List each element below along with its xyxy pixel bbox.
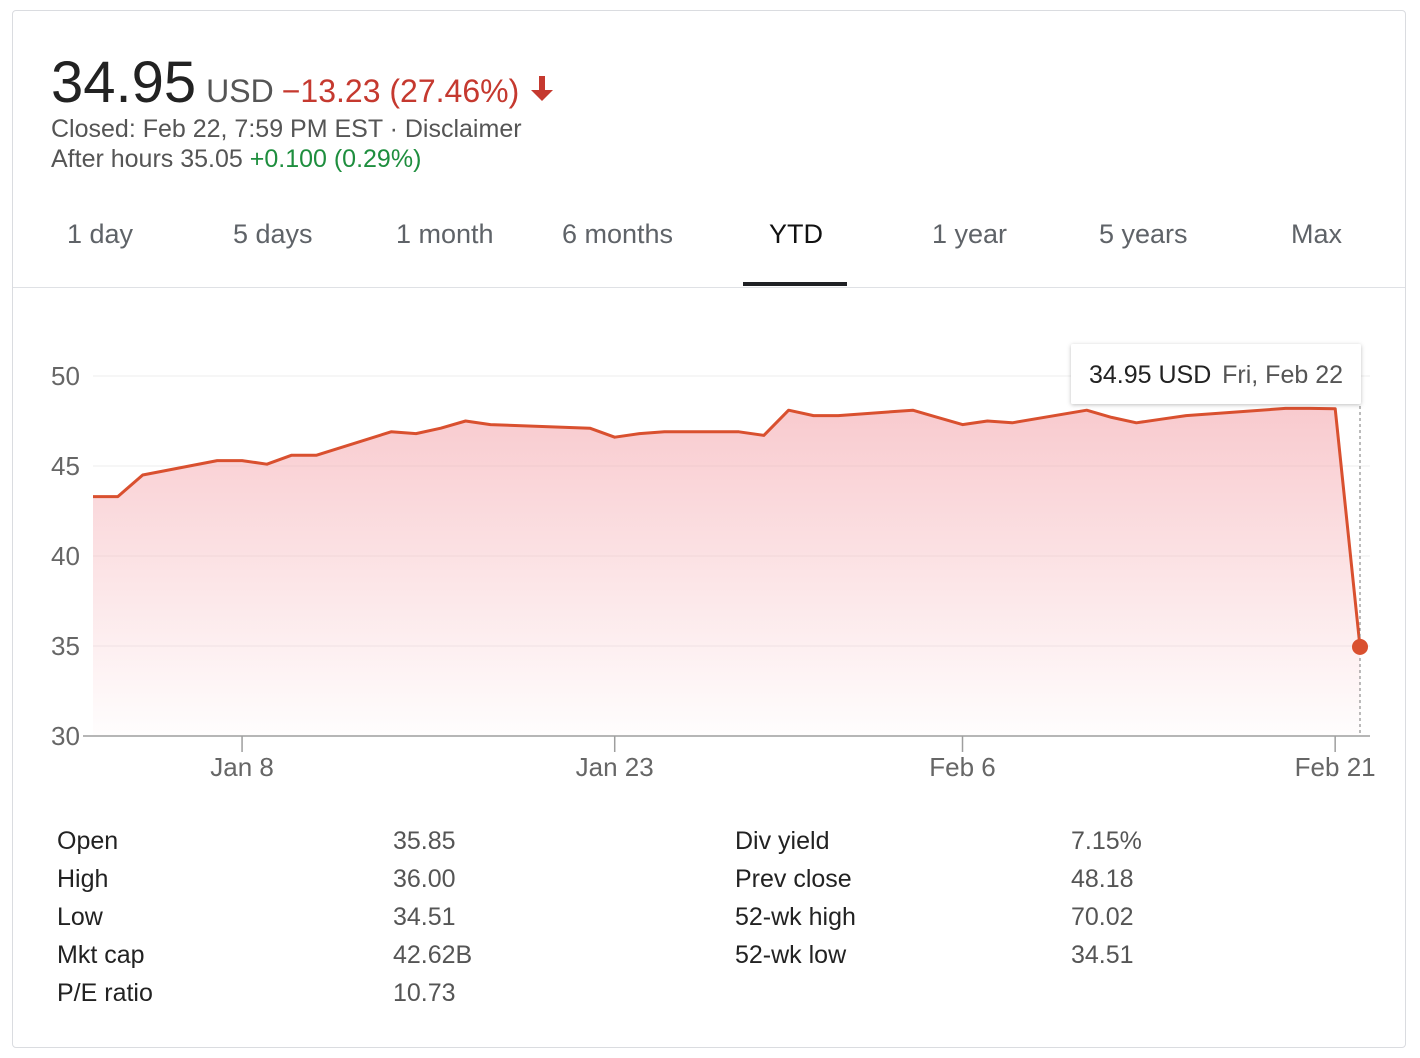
current-price: 34.95: [51, 50, 197, 115]
closed-timestamp: Closed: Feb 22, 7:59 PM EST · Disclaimer: [51, 115, 522, 143]
stat-mkt-cap: Mkt cap: [57, 941, 145, 969]
stat-div-yield-value: 7.15%: [1071, 827, 1142, 855]
price-tooltip: 34.95 USD Fri, Feb 22: [1071, 344, 1361, 404]
tooltip-box: [1071, 344, 1361, 404]
stat-div-yield: Div yield: [735, 827, 830, 855]
tab-1-day[interactable]: 1 day: [67, 219, 134, 249]
range-tabs: 1 day 5 days 1 month 6 months YTD 1 year…: [13, 207, 1405, 288]
currency-code: USD: [206, 73, 274, 109]
stat-mkt-cap-value: 42.62B: [393, 941, 473, 969]
x-tick-label: Jan 8: [210, 752, 274, 782]
tab-1-month[interactable]: 1 month: [396, 219, 494, 249]
price-change: −13.23 (27.46%): [281, 73, 520, 109]
tab-6-months[interactable]: 6 months: [562, 219, 674, 249]
stat-52wk-low-value: 34.51: [1071, 941, 1134, 969]
stat-open-value: 35.85: [393, 827, 456, 855]
tab-5-years[interactable]: 5 years: [1099, 219, 1188, 249]
stat-52wk-low: 52-wk low: [735, 941, 847, 969]
price-line: [93, 406, 1362, 648]
stat-high: High: [57, 865, 109, 893]
tab-1-year[interactable]: 1 year: [932, 219, 1008, 249]
y-tick-label: 35: [51, 631, 80, 661]
y-tick-label: 40: [51, 541, 80, 571]
stat-pe-ratio: P/E ratio: [57, 979, 153, 1007]
stat-low-value: 34.51: [393, 903, 456, 931]
tab-5-days[interactable]: 5 days: [233, 219, 313, 249]
tab-max[interactable]: Max: [1291, 219, 1343, 249]
stat-prev-close-value: 48.18: [1071, 865, 1134, 893]
x-tick-label: Feb 6: [929, 752, 996, 782]
price-row: 34.95 USD −13.23 (27.46%): [51, 49, 555, 116]
hover-point: [1352, 638, 1368, 655]
stat-prev-close: Prev close: [735, 865, 852, 893]
price-area-fill: [93, 408, 1360, 736]
y-tick-label: 30: [51, 721, 80, 751]
y-tick-label: 50: [51, 361, 80, 391]
arrow-down-icon: [529, 74, 555, 107]
stat-52wk-high-value: 70.02: [1071, 903, 1134, 931]
stat-52wk-high: 52-wk high: [735, 903, 856, 931]
stat-pe-ratio-value: 10.73: [393, 979, 456, 1007]
price-chart[interactable]: Jan 8 Jan 23 Feb 6 Feb 21 30 35 40 45 50 34.95 …: [13, 311, 1405, 801]
tooltip-date: Fri, Feb 22: [1222, 361, 1343, 389]
stat-high-value: 36.00: [393, 865, 456, 893]
after-hours-change: +0.100 (0.29%): [249, 145, 422, 173]
after-hours-info: After hours 35.05 +0.100 (0.29%): [51, 145, 421, 174]
active-tab-indicator: [743, 282, 847, 286]
stat-low: Low: [57, 903, 103, 931]
x-tick-label: Jan 23: [576, 752, 654, 782]
stock-card: 34.95 USD −13.23 (27.46%) Closed: Feb 22, …: [12, 10, 1406, 1048]
x-tick-label: Feb 21: [1295, 752, 1376, 782]
tab-ytd[interactable]: YTD: [769, 219, 823, 249]
stat-open: Open: [57, 827, 119, 855]
tooltip-value: 34.95 USD: [1089, 361, 1211, 389]
y-tick-label: 45: [51, 451, 80, 481]
after-hours-label: After hours 35.05: [51, 145, 243, 173]
